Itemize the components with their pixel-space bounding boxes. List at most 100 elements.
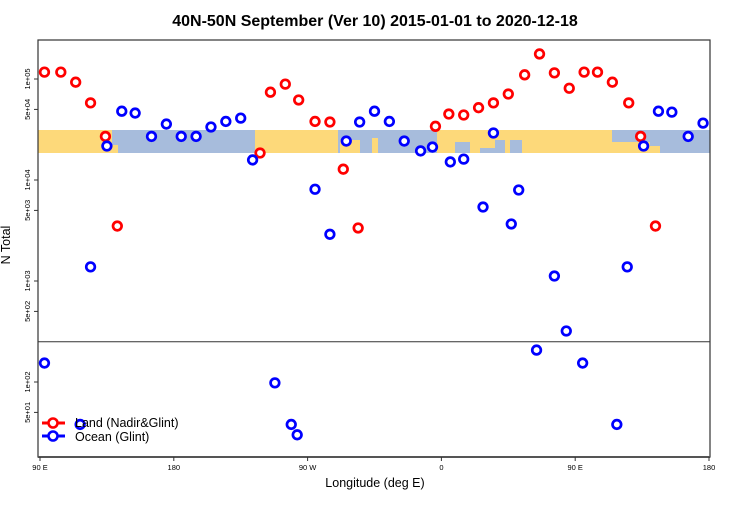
y-tick-label: 5e+04 xyxy=(23,99,32,120)
ocean-point xyxy=(175,130,187,143)
ocean-point xyxy=(444,156,456,168)
ocean-point xyxy=(205,121,217,133)
land-point xyxy=(70,76,82,88)
axes: 90 E 180 90 W 0 90 E 180 1e+05 5e+04 1e+04 5e+03 1… xyxy=(23,39,716,472)
x-tick-label: 90 E xyxy=(567,463,582,472)
land-point xyxy=(99,130,112,143)
y-tick-label: 1e+04 xyxy=(23,169,32,190)
y-tick-label: 5e+02 xyxy=(23,301,32,322)
land-point xyxy=(84,97,97,109)
land-point xyxy=(293,94,305,106)
land-band xyxy=(650,146,660,153)
ocean-point xyxy=(291,429,303,441)
ocean-point xyxy=(576,357,589,369)
x-tick-label: 90 E xyxy=(32,463,47,472)
land-point xyxy=(55,66,67,78)
ocean-point xyxy=(611,418,623,431)
ocean-point xyxy=(309,183,321,195)
ocean-point xyxy=(426,141,439,153)
plot-frame xyxy=(37,39,711,458)
land-point xyxy=(337,163,349,175)
ocean-point xyxy=(666,106,678,118)
land-point xyxy=(458,109,470,121)
land-band xyxy=(612,142,650,153)
ocean-point xyxy=(530,344,543,356)
land-point xyxy=(519,69,531,81)
land-point xyxy=(533,48,546,60)
y-tick-label: 5e+03 xyxy=(23,200,32,221)
y-axis-label: N Total xyxy=(0,226,13,265)
ocean-point xyxy=(285,418,297,431)
ocean-point xyxy=(414,145,427,157)
chart-title: 40N-50N September (Ver 10) 2015-01-01 to… xyxy=(172,13,578,30)
land-point xyxy=(324,116,336,128)
y-tick-label: 1e+02 xyxy=(23,371,32,392)
ocean-point xyxy=(145,130,158,143)
ocean-point xyxy=(246,154,259,166)
land-point xyxy=(591,66,604,78)
ocean-point xyxy=(513,184,525,196)
ocean-point xyxy=(340,135,352,147)
data-points xyxy=(38,48,709,441)
ocean-point xyxy=(116,105,128,117)
sea-inlet xyxy=(510,140,522,153)
ocean-point xyxy=(84,261,97,273)
ocean-point xyxy=(652,105,665,117)
legend-ocean-label: Ocean (Glint) xyxy=(75,430,149,444)
ocean-point xyxy=(324,228,336,240)
land-point xyxy=(111,220,123,232)
ocean-point xyxy=(353,116,366,128)
land-point xyxy=(606,76,619,88)
legend-ocean-marker xyxy=(47,430,59,442)
land-band xyxy=(38,130,112,153)
land-point xyxy=(38,66,51,78)
ocean-point xyxy=(682,130,694,143)
ocean-point xyxy=(160,118,173,130)
legend: Land (Nadir&Glint) Ocean (Glint) xyxy=(42,416,179,444)
ocean-point xyxy=(101,140,113,152)
land-point xyxy=(634,130,647,143)
ocean-point xyxy=(74,418,86,431)
land-point xyxy=(279,78,291,90)
sea-inlet xyxy=(455,142,470,153)
land-band xyxy=(112,145,118,153)
y-tick-label: 5e+01 xyxy=(23,402,32,423)
ocean-point xyxy=(548,270,561,282)
land-point xyxy=(623,97,635,109)
land-point xyxy=(563,82,575,94)
ocean-point xyxy=(368,105,381,117)
land-band xyxy=(255,130,338,153)
sea-inlet xyxy=(480,148,500,153)
ocean-point xyxy=(190,130,202,143)
land-point xyxy=(578,66,590,78)
ocean-point xyxy=(487,127,500,139)
land-point xyxy=(649,220,662,232)
land-point xyxy=(429,120,442,132)
ocean-point xyxy=(637,140,650,152)
land-point xyxy=(443,108,455,120)
ocean-point xyxy=(383,115,396,128)
x-tick-label: 180 xyxy=(168,463,181,472)
ocean-point xyxy=(235,112,247,124)
land-point xyxy=(309,115,321,128)
ocean-point xyxy=(560,325,572,337)
ocean-point xyxy=(220,115,232,128)
x-axis-label: Longitude (deg E) xyxy=(325,476,424,490)
legend-land-marker xyxy=(47,417,59,429)
ocean-point xyxy=(458,153,470,165)
land-point xyxy=(254,147,266,159)
y-tick-label: 1e+05 xyxy=(23,68,32,89)
land-point xyxy=(472,102,485,114)
land-point xyxy=(502,88,514,100)
x-tick-label: 90 W xyxy=(299,463,317,472)
ocean-point xyxy=(129,107,141,119)
y-tick-label: 1e+03 xyxy=(23,270,32,291)
x-tick-label: 0 xyxy=(439,463,443,472)
ocean-point xyxy=(477,201,489,213)
legend-land-label: Land (Nadir&Glint) xyxy=(75,416,179,430)
x-tick-label: 180 xyxy=(703,463,716,472)
ocean-point xyxy=(505,218,517,230)
land-point xyxy=(352,222,364,234)
ocean-point xyxy=(38,357,51,369)
